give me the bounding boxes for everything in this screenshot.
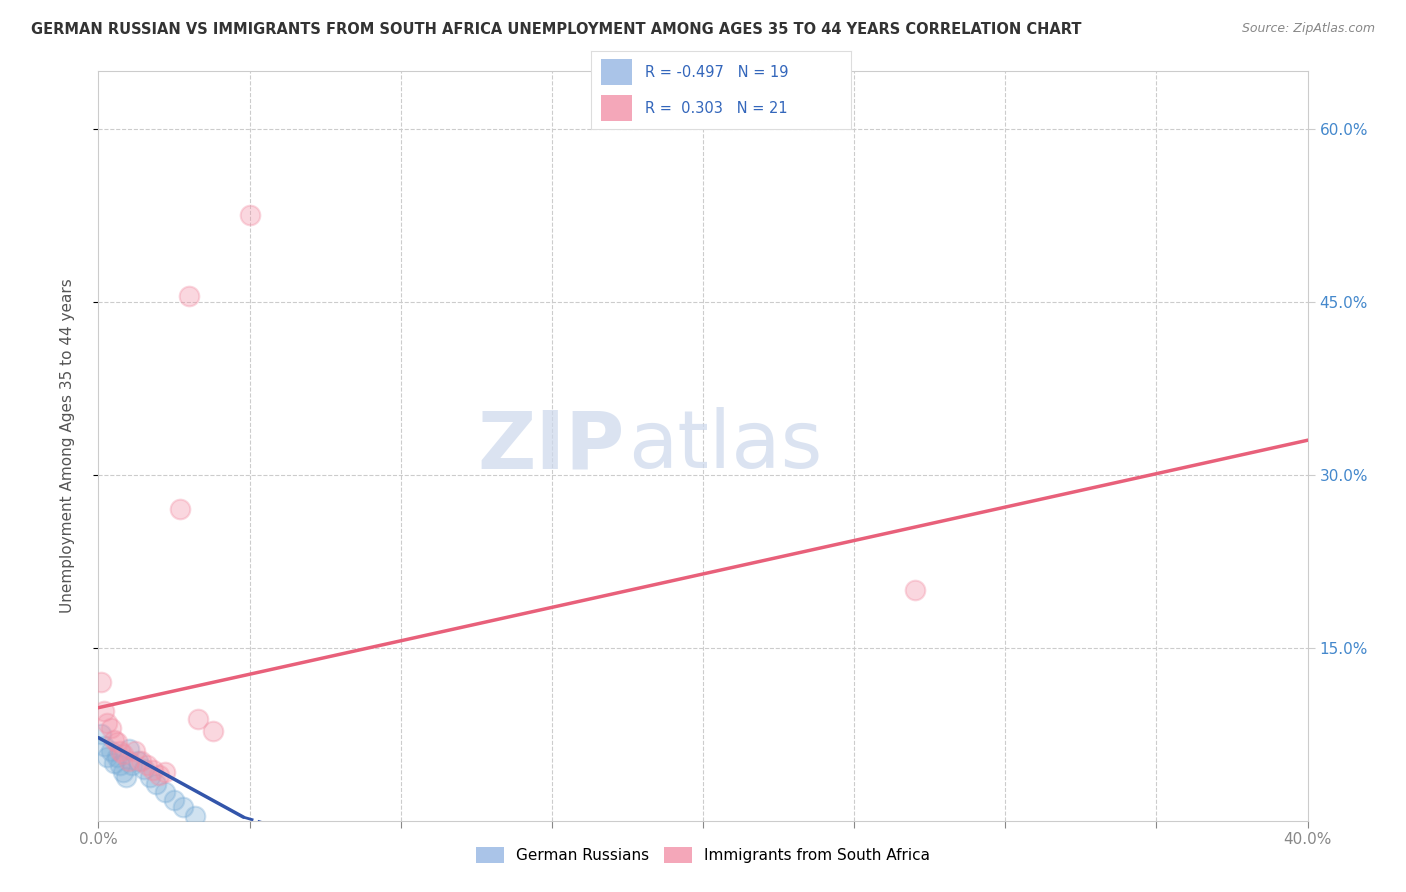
Point xyxy=(172,799,194,814)
Point xyxy=(93,739,115,753)
Y-axis label: Unemployment Among Ages 35 to 44 years: Unemployment Among Ages 35 to 44 years xyxy=(60,278,75,614)
Text: R = -0.497   N = 19: R = -0.497 N = 19 xyxy=(645,64,789,79)
Point xyxy=(184,809,207,823)
Point xyxy=(153,765,176,780)
Legend: German Russians, Immigrants from South Africa: German Russians, Immigrants from South A… xyxy=(470,841,936,869)
Point xyxy=(108,744,131,758)
Point xyxy=(148,767,170,781)
Point xyxy=(202,723,225,738)
Point xyxy=(904,583,927,598)
Point xyxy=(142,763,165,777)
Point xyxy=(90,727,112,741)
Point xyxy=(135,758,157,772)
Text: R =  0.303   N = 21: R = 0.303 N = 21 xyxy=(645,101,787,116)
Point xyxy=(121,758,143,772)
Point xyxy=(132,762,155,776)
Point xyxy=(118,742,141,756)
Text: atlas: atlas xyxy=(628,407,823,485)
Point xyxy=(96,715,118,730)
Point xyxy=(105,750,128,764)
Text: ZIP: ZIP xyxy=(477,407,624,485)
Point xyxy=(111,747,134,761)
Point xyxy=(114,770,136,784)
Point xyxy=(105,735,128,749)
Text: Source: ZipAtlas.com: Source: ZipAtlas.com xyxy=(1241,22,1375,36)
Point xyxy=(169,502,191,516)
Point xyxy=(145,777,167,791)
Point xyxy=(163,793,186,807)
Point xyxy=(118,754,141,768)
Point xyxy=(124,744,146,758)
Point xyxy=(187,712,209,726)
Point xyxy=(96,750,118,764)
Point xyxy=(239,209,262,223)
Point xyxy=(139,770,162,784)
Point xyxy=(100,744,122,758)
Text: GERMAN RUSSIAN VS IMMIGRANTS FROM SOUTH AFRICA UNEMPLOYMENT AMONG AGES 35 TO 44 : GERMAN RUSSIAN VS IMMIGRANTS FROM SOUTH … xyxy=(31,22,1081,37)
Point xyxy=(111,765,134,780)
Point xyxy=(129,754,152,768)
Point xyxy=(93,704,115,718)
Point xyxy=(179,289,201,303)
Bar xyxy=(600,95,633,121)
Point xyxy=(127,754,149,768)
Point xyxy=(153,785,176,799)
Point xyxy=(103,756,125,770)
Point xyxy=(103,733,125,747)
Bar xyxy=(600,59,633,86)
Point xyxy=(100,722,122,736)
Point xyxy=(108,758,131,772)
Point xyxy=(90,675,112,690)
